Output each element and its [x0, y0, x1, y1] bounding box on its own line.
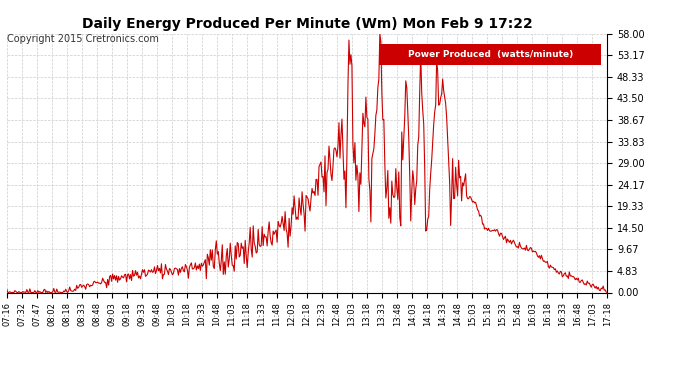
- Text: Copyright 2015 Cretronics.com: Copyright 2015 Cretronics.com: [7, 34, 159, 44]
- Title: Daily Energy Produced Per Minute (Wm) Mon Feb 9 17:22: Daily Energy Produced Per Minute (Wm) Mo…: [81, 17, 533, 31]
